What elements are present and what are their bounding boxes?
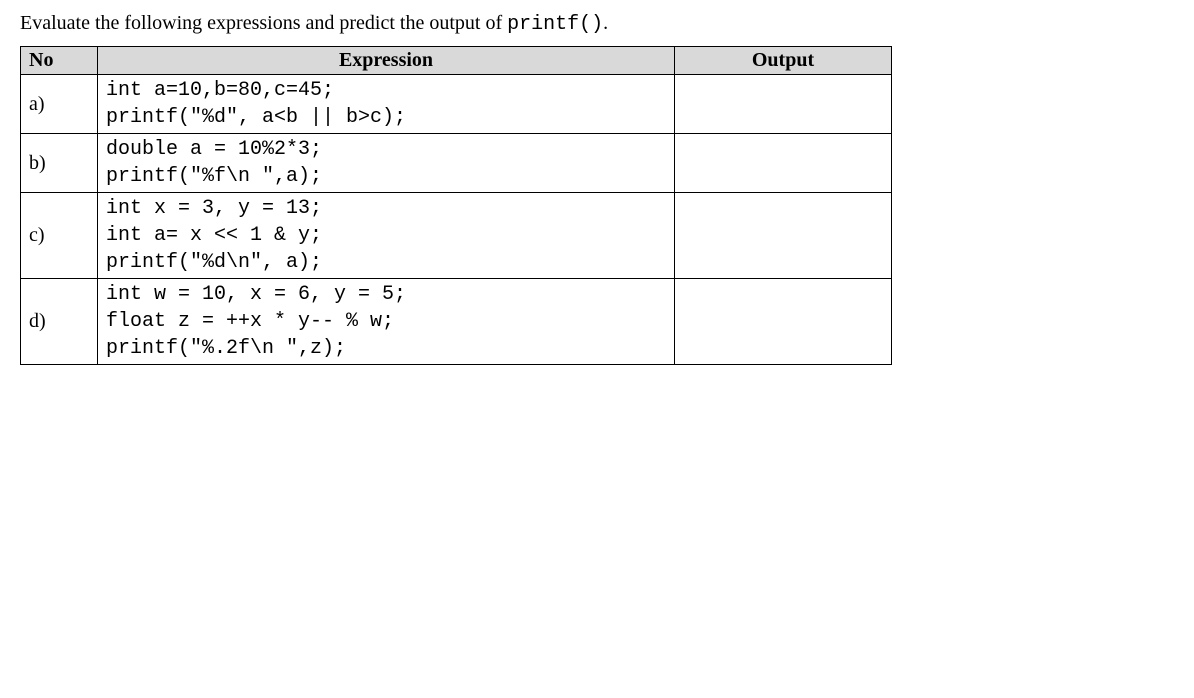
row-expression: int w = 10, x = 6, y = 5; float z = ++x … (98, 279, 675, 365)
row-label: a) (21, 75, 98, 134)
row-output (675, 75, 892, 134)
row-output (675, 134, 892, 193)
table-row: c) int x = 3, y = 13; int a= x << 1 & y;… (21, 193, 892, 279)
table-header-row: No Expression Output (21, 47, 892, 75)
row-label: b) (21, 134, 98, 193)
prompt-prefix: Evaluate the following expressions and p… (20, 12, 507, 34)
prompt-code: printf() (507, 13, 603, 36)
question-prompt: Evaluate the following expressions and p… (20, 12, 1174, 36)
row-output (675, 279, 892, 365)
table-row: d) int w = 10, x = 6, y = 5; float z = +… (21, 279, 892, 365)
header-expression: Expression (98, 47, 675, 75)
expression-table: No Expression Output a) int a=10,b=80,c=… (20, 46, 892, 365)
table-row: b) double a = 10%2*3; printf("%f\n ",a); (21, 134, 892, 193)
row-output (675, 193, 892, 279)
row-label: c) (21, 193, 98, 279)
table-row: a) int a=10,b=80,c=45; printf("%d", a<b … (21, 75, 892, 134)
row-expression: int x = 3, y = 13; int a= x << 1 & y; pr… (98, 193, 675, 279)
header-output: Output (675, 47, 892, 75)
header-no: No (21, 47, 98, 75)
row-expression: double a = 10%2*3; printf("%f\n ",a); (98, 134, 675, 193)
row-label: d) (21, 279, 98, 365)
row-expression: int a=10,b=80,c=45; printf("%d", a<b || … (98, 75, 675, 134)
prompt-suffix: . (603, 12, 608, 34)
